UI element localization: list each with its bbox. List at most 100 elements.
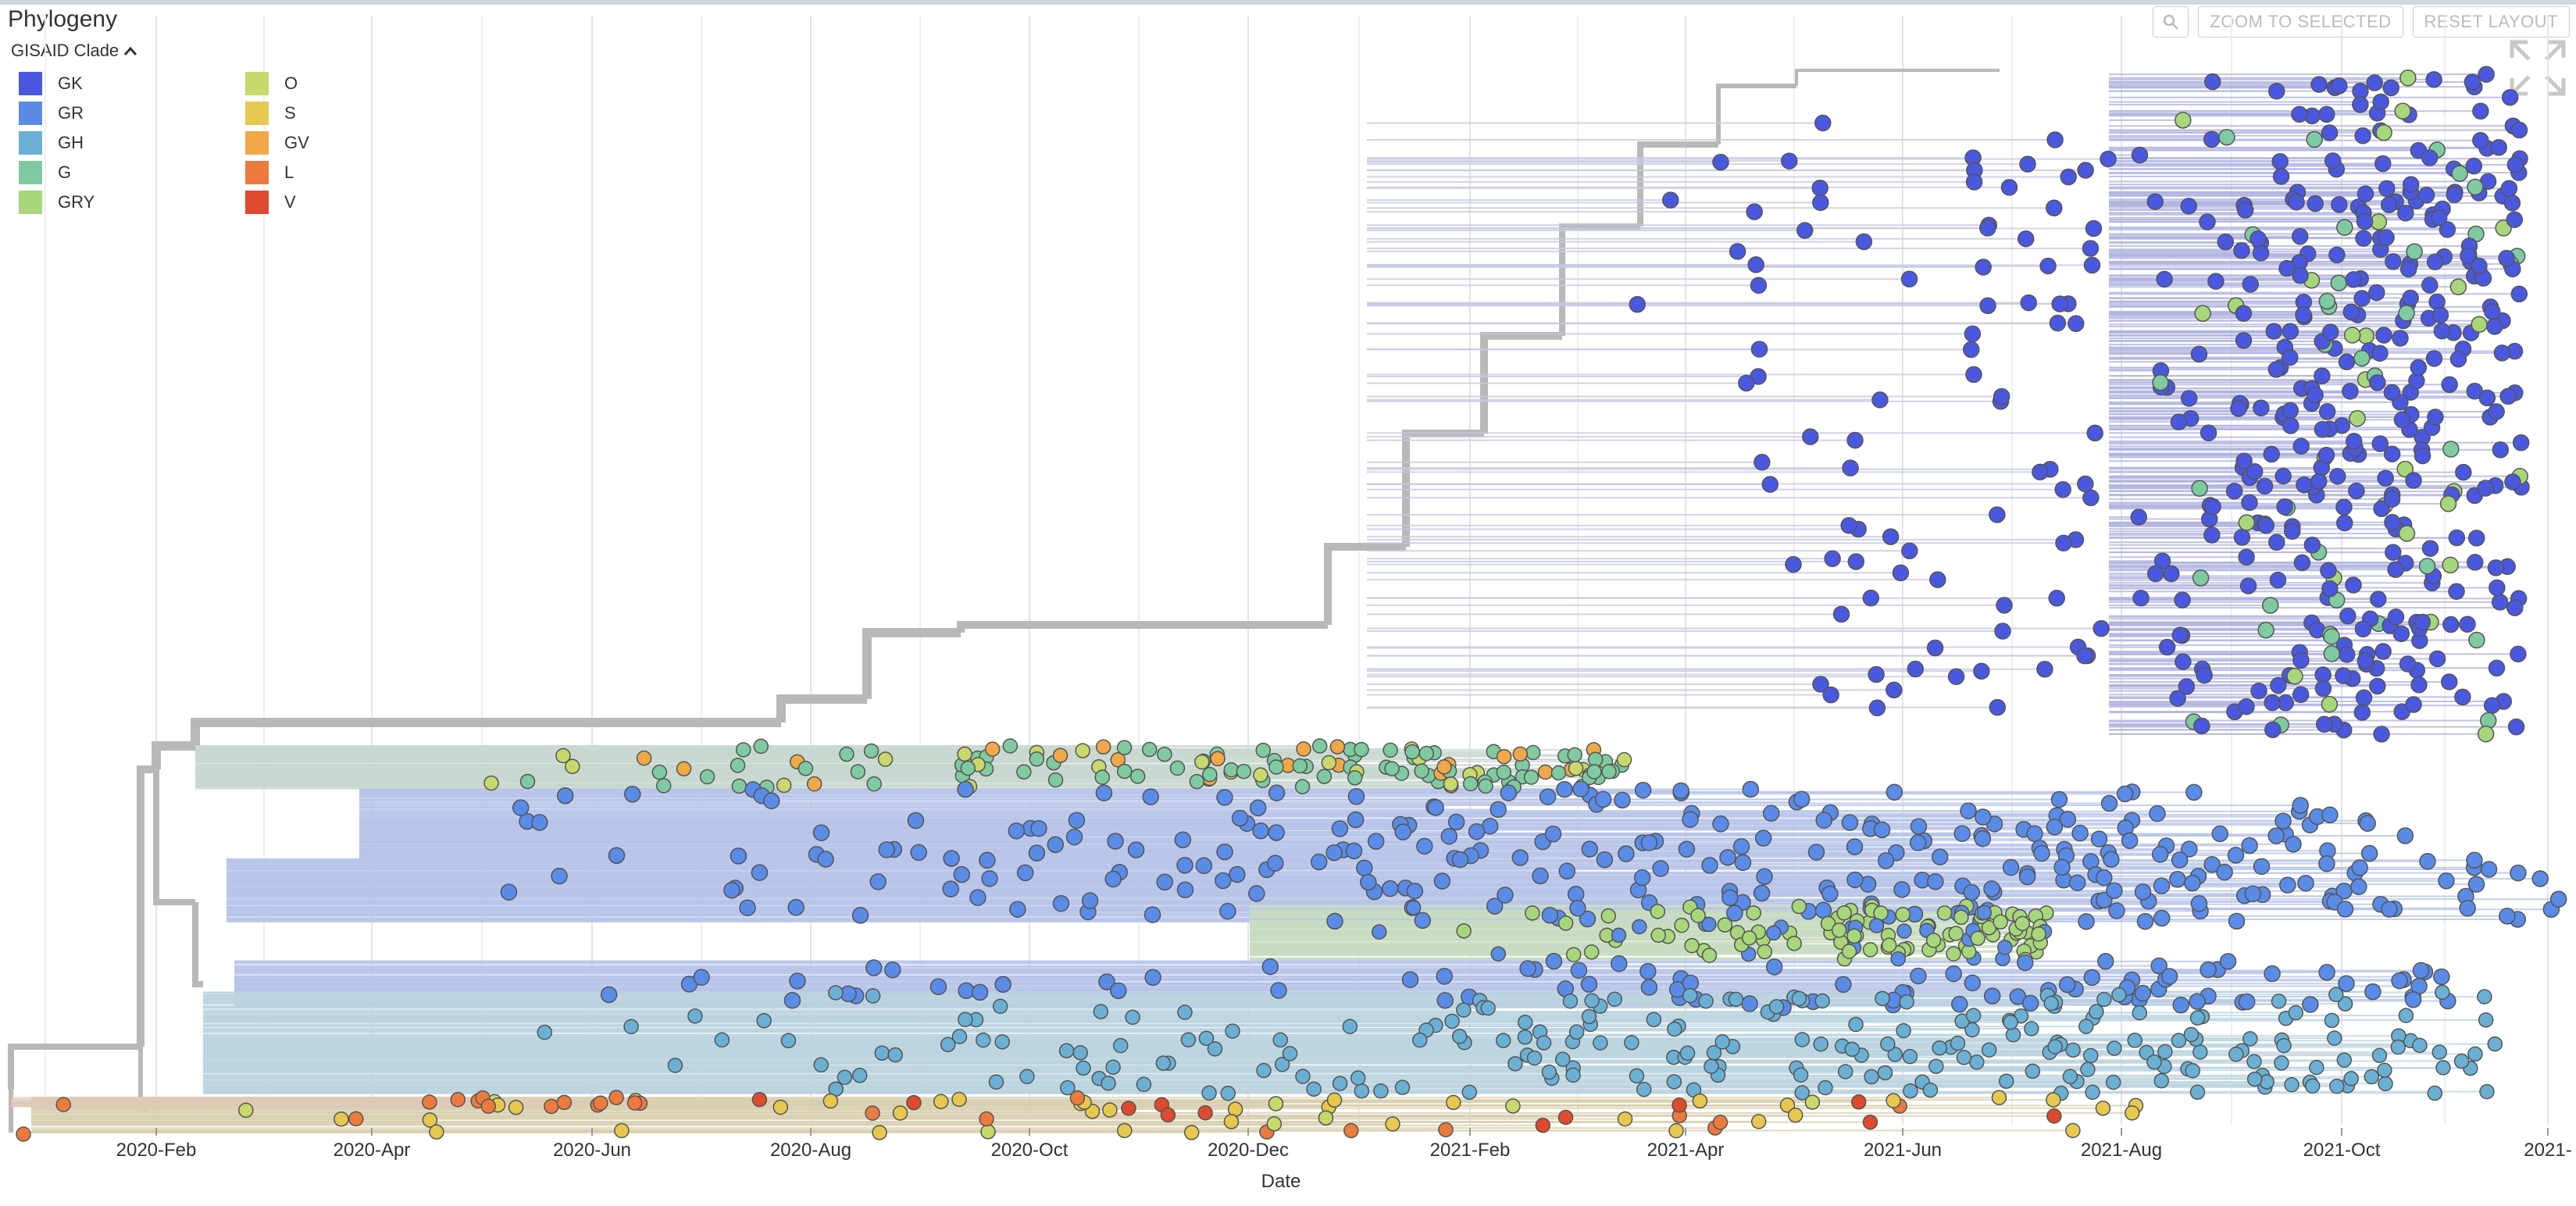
tip [1414, 763, 1429, 779]
color-by-toggle[interactable]: GISAID Clade [11, 41, 137, 61]
tip [1835, 976, 1852, 994]
tip [1255, 742, 1271, 758]
tip [593, 1095, 608, 1111]
tip [2373, 726, 2390, 743]
tip [1887, 1047, 1903, 1062]
clade-legend: GK O GR S GH GV G L GRY V [19, 72, 401, 214]
tip [1646, 1012, 1662, 1028]
tip [2267, 827, 2285, 844]
tip [1268, 784, 1286, 801]
tip [2005, 1027, 2021, 1043]
tip [422, 1112, 438, 1128]
tip [1926, 639, 1944, 657]
tip [2175, 112, 2192, 129]
tip [2058, 976, 2076, 994]
legend-item[interactable]: GR [19, 102, 245, 125]
tip [1841, 814, 1859, 831]
tip [1354, 741, 1369, 758]
tip [2359, 815, 2376, 832]
tip [910, 844, 927, 862]
tip [2293, 554, 2311, 572]
tip [2477, 480, 2494, 497]
tip [500, 883, 518, 901]
tip [1757, 944, 1772, 960]
legend-item[interactable]: GK [19, 72, 245, 95]
tip [2282, 417, 2299, 434]
tip [1761, 476, 1779, 493]
tip [2371, 344, 2389, 362]
tip [2478, 1012, 2494, 1028]
tip [1993, 914, 2008, 930]
tip [2244, 885, 2262, 902]
zoom-to-selected-button[interactable]: ZOOM TO SELECTED [2198, 6, 2403, 37]
tip [1964, 325, 1982, 343]
tip [1440, 827, 1458, 845]
tip [2284, 1076, 2299, 1093]
tip [1981, 1042, 1997, 1058]
tip [1754, 830, 1772, 847]
tip [1569, 900, 1586, 917]
legend-item[interactable]: G [19, 161, 245, 184]
tip [1717, 917, 1733, 933]
tip [2398, 525, 2416, 542]
tip [1176, 881, 1194, 899]
tip [1507, 1056, 1523, 1072]
tip [1890, 951, 1906, 967]
legend-item[interactable]: V [245, 191, 401, 214]
branch [776, 694, 867, 723]
tip [1075, 743, 1090, 758]
tip [1787, 1107, 1804, 1123]
reset-layout-button[interactable]: RESET LAYOUT [2412, 6, 2570, 37]
legend-item[interactable]: GRY [19, 191, 245, 214]
tip [1456, 1002, 1472, 1018]
tip [2490, 138, 2507, 156]
legend-item[interactable]: O [245, 72, 401, 95]
tip [2191, 480, 2208, 498]
tip [2093, 619, 2110, 637]
tip [2190, 345, 2208, 363]
tip [1444, 1013, 1460, 1029]
tip [1704, 1058, 1719, 1075]
tip [1581, 840, 1598, 858]
tip [1427, 799, 1444, 816]
tip [2369, 374, 2386, 391]
legend-item[interactable]: S [245, 102, 401, 125]
tip [2153, 909, 2171, 927]
tip [2385, 253, 2402, 270]
legend-item[interactable]: GV [245, 131, 401, 155]
tip [2045, 199, 2063, 216]
tip [2295, 306, 2312, 323]
tip [1842, 459, 1859, 476]
tip [1682, 987, 1698, 1004]
tip [1125, 1009, 1140, 1026]
tip [1268, 1096, 1284, 1111]
tip [1714, 1034, 1730, 1050]
legend-item[interactable]: GH [19, 131, 245, 155]
tip [2185, 1063, 2201, 1079]
tip [1873, 821, 1891, 839]
tip [2264, 965, 2281, 983]
tip [2357, 185, 2374, 202]
tip [1983, 880, 2000, 897]
legend-label: L [284, 162, 294, 182]
branch [1480, 332, 1562, 434]
tip [1584, 993, 1600, 1008]
tip [1594, 790, 1612, 808]
tip [751, 864, 769, 881]
tip [1640, 979, 1658, 996]
tip [2410, 676, 2428, 694]
tip [1539, 788, 1557, 805]
expand-icon[interactable] [2507, 37, 2568, 98]
tip [2353, 290, 2371, 307]
tip [1562, 993, 1579, 1009]
tip [2241, 837, 2258, 855]
legend-item[interactable]: L [245, 161, 401, 184]
tip [2418, 558, 2436, 575]
tip [1144, 906, 1161, 923]
tip [2279, 876, 2296, 894]
tip [2364, 1069, 2379, 1085]
search-button[interactable] [2153, 6, 2189, 37]
tip [1311, 738, 1328, 754]
tip [693, 969, 710, 987]
